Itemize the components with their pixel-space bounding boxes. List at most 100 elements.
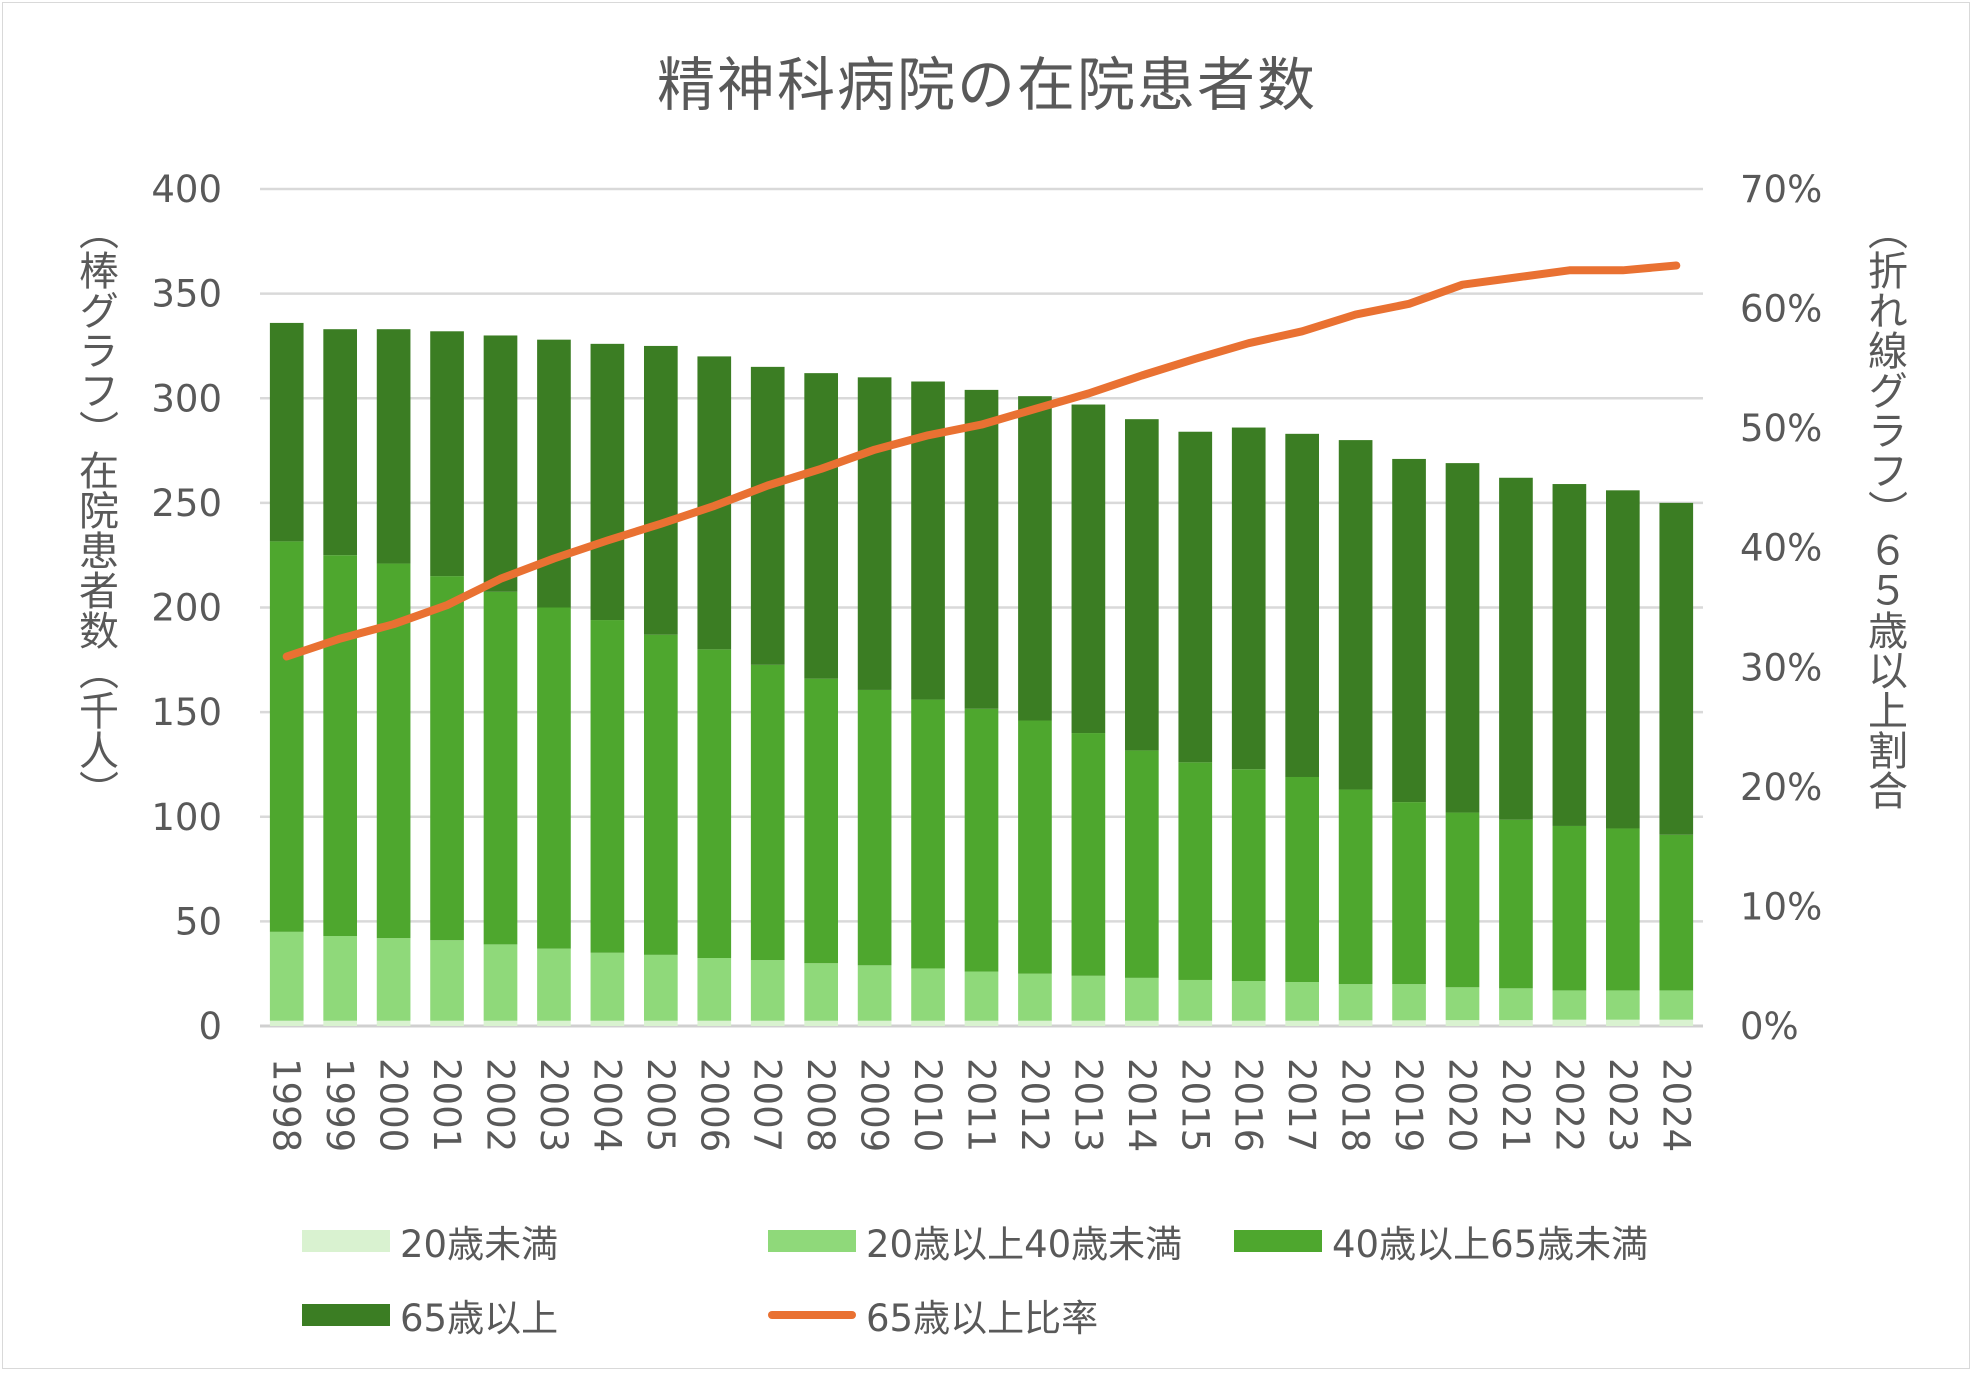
y-tick-label: 250 <box>151 482 222 525</box>
y-tick-label: 300 <box>151 377 222 420</box>
y-tick-label: 350 <box>151 273 222 316</box>
bar-segment <box>964 708 999 972</box>
bar-segment <box>1445 987 1480 1021</box>
bar-segment <box>269 1020 304 1026</box>
bar-segment <box>1018 1020 1052 1026</box>
legend-swatch <box>1234 1230 1322 1252</box>
bar-segment <box>1178 979 1213 1021</box>
bar-segment <box>911 968 945 1021</box>
bar-segment <box>964 389 999 709</box>
x-tick-label: 2000 <box>372 1058 415 1152</box>
bar-segment <box>964 1020 999 1026</box>
y-tick-label: 50 <box>175 900 222 943</box>
y-axis-label: （棒グラフ）在院患者数（千人） <box>72 210 118 810</box>
bar-segment <box>804 373 839 679</box>
bar-segment <box>590 952 625 1021</box>
bar-segment <box>376 329 411 564</box>
bar-segment <box>1445 1020 1480 1026</box>
bar-segment <box>376 1020 411 1026</box>
bar-segment <box>1552 990 1587 1020</box>
bar-segment <box>1445 463 1480 813</box>
x-tick-label: 2011 <box>960 1058 1003 1152</box>
bar-segment <box>323 555 358 937</box>
bar-segment <box>590 343 625 621</box>
legend-item-65plus: 65歳以上 <box>302 1288 558 1342</box>
x-tick-label: 1999 <box>318 1058 361 1152</box>
legend-swatch <box>302 1230 390 1252</box>
x-tick-label: 2016 <box>1227 1058 1270 1152</box>
legend-item-20to40: 20歳以上40歳未満 <box>768 1214 1182 1268</box>
x-tick-label: 2003 <box>532 1058 575 1152</box>
bar-segment <box>430 576 464 941</box>
legend-label: 20歳以上40歳未満 <box>866 1223 1183 1266</box>
bar-segment <box>430 331 464 577</box>
bar-segment <box>1552 1019 1587 1026</box>
bar-segment <box>590 620 625 953</box>
bar-segment <box>537 948 571 1021</box>
bar-segment <box>376 938 411 1021</box>
bar-segment <box>750 1020 785 1026</box>
bar-segment <box>1659 990 1694 1020</box>
legend-label: 65歳以上比率 <box>866 1297 1099 1340</box>
bar-segment <box>1231 769 1266 982</box>
bar-segment <box>323 936 358 1021</box>
bar-segment <box>1338 984 1373 1021</box>
x-tick-label: 1998 <box>265 1058 308 1152</box>
bar-segment <box>750 960 785 1021</box>
bar-segment <box>1018 396 1052 721</box>
bar-segment <box>1552 484 1587 826</box>
y2-tick-label: 60% <box>1740 288 1822 331</box>
bar-segment <box>1124 1020 1159 1026</box>
x-tick-label: 2014 <box>1120 1058 1163 1152</box>
y-tick-label: 150 <box>151 691 222 734</box>
x-tick-label: 2018 <box>1334 1058 1377 1152</box>
bar-segment <box>1659 502 1694 835</box>
bar-segment <box>911 699 945 969</box>
x-tick-label: 2017 <box>1280 1058 1323 1152</box>
y-tick-label: 100 <box>151 796 222 839</box>
bar-segment <box>483 1020 518 1026</box>
bar-segment <box>1018 720 1052 974</box>
bar-segment <box>750 366 785 665</box>
bar-segment <box>857 689 892 966</box>
bar-segment <box>1231 427 1266 770</box>
legend-item-65plus-ratio: 65歳以上比率 <box>768 1288 1098 1342</box>
x-tick-label: 2002 <box>479 1058 522 1152</box>
bar-segment <box>430 940 464 1021</box>
bar-segment <box>323 329 358 556</box>
bar-segment <box>269 541 304 932</box>
x-tick-label: 2005 <box>639 1058 682 1152</box>
bar-segment <box>1499 1020 1533 1026</box>
bar-segment <box>1552 825 1587 991</box>
bar-segment <box>804 963 839 1021</box>
x-tick-label: 2015 <box>1173 1058 1216 1152</box>
bar-segment <box>750 664 785 961</box>
x-tick-label: 2001 <box>425 1058 468 1152</box>
bar-segment <box>1285 982 1320 1021</box>
x-tick-label: 2019 <box>1387 1058 1430 1152</box>
bar-segment <box>1071 404 1106 734</box>
bar-segment <box>1231 981 1266 1021</box>
bar-segment <box>643 954 678 1021</box>
bar-segment <box>1124 419 1159 751</box>
bar-segment <box>1071 1020 1106 1026</box>
legend-label: 20歳未満 <box>400 1223 559 1266</box>
bar-segment <box>804 1020 839 1026</box>
bar-segment <box>643 634 678 955</box>
bar-segment <box>269 931 304 1021</box>
bar-segment <box>911 1020 945 1026</box>
x-tick-label: 2022 <box>1547 1058 1590 1152</box>
bar-segment <box>964 971 999 1021</box>
y2-tick-label: 40% <box>1740 527 1822 570</box>
bar-segment <box>857 1020 892 1026</box>
bar-segment <box>1178 1020 1213 1026</box>
x-tick-label: 2009 <box>853 1058 896 1152</box>
x-tick-label: 2004 <box>585 1058 628 1152</box>
y2-axis-label: （折れ線グラフ）６５歳以上割合 <box>1861 210 1907 810</box>
bar-segment <box>1338 440 1373 790</box>
bar-segment <box>1605 490 1640 829</box>
x-tick-label: 2007 <box>746 1058 789 1152</box>
x-tick-label: 2008 <box>799 1058 842 1152</box>
